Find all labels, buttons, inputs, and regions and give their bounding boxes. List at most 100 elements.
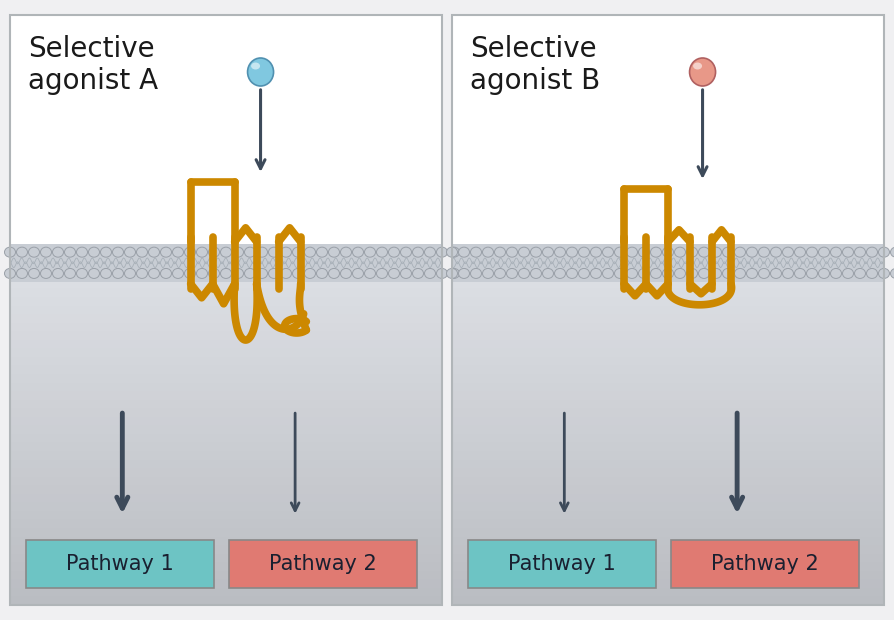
Ellipse shape <box>184 268 196 278</box>
Ellipse shape <box>470 268 482 278</box>
Bar <box>452 595 884 605</box>
Bar <box>452 476 884 485</box>
Ellipse shape <box>459 268 469 278</box>
Ellipse shape <box>638 268 650 278</box>
Ellipse shape <box>819 268 830 278</box>
Ellipse shape <box>698 247 710 257</box>
Ellipse shape <box>591 268 602 278</box>
Ellipse shape <box>436 247 448 257</box>
Ellipse shape <box>627 268 637 278</box>
Ellipse shape <box>530 268 542 278</box>
Bar <box>452 510 884 520</box>
Bar <box>452 390 884 400</box>
Ellipse shape <box>746 268 757 278</box>
Bar <box>452 502 884 511</box>
Ellipse shape <box>795 247 805 257</box>
Ellipse shape <box>281 268 291 278</box>
Bar <box>10 578 442 588</box>
Ellipse shape <box>137 247 148 257</box>
Bar <box>10 484 442 494</box>
Bar <box>452 441 884 451</box>
Ellipse shape <box>831 247 841 257</box>
Bar <box>10 279 442 288</box>
Ellipse shape <box>100 268 112 278</box>
Bar <box>452 587 884 596</box>
Bar <box>452 304 884 314</box>
Ellipse shape <box>376 268 387 278</box>
Ellipse shape <box>251 63 260 69</box>
Ellipse shape <box>758 247 770 257</box>
Ellipse shape <box>197 247 207 257</box>
FancyBboxPatch shape <box>26 540 214 588</box>
Bar <box>10 15 442 263</box>
Ellipse shape <box>711 247 721 257</box>
Ellipse shape <box>248 58 274 86</box>
Bar <box>452 518 884 528</box>
Bar <box>10 288 442 297</box>
Ellipse shape <box>77 247 88 257</box>
Ellipse shape <box>53 247 63 257</box>
Bar <box>10 502 442 511</box>
Ellipse shape <box>662 247 673 257</box>
Ellipse shape <box>627 247 637 257</box>
Ellipse shape <box>292 268 303 278</box>
Bar <box>10 347 442 357</box>
Bar <box>452 373 884 383</box>
Ellipse shape <box>890 247 894 257</box>
Bar <box>452 552 884 562</box>
Ellipse shape <box>483 247 493 257</box>
Ellipse shape <box>494 247 505 257</box>
Ellipse shape <box>40 268 52 278</box>
Ellipse shape <box>4 268 15 278</box>
Ellipse shape <box>687 268 697 278</box>
Bar <box>10 476 442 485</box>
Bar <box>452 347 884 357</box>
Ellipse shape <box>173 247 183 257</box>
Ellipse shape <box>268 268 280 278</box>
Ellipse shape <box>879 247 890 257</box>
Ellipse shape <box>507 247 518 257</box>
FancyBboxPatch shape <box>230 540 417 588</box>
Bar <box>10 459 442 468</box>
Ellipse shape <box>674 268 686 278</box>
Bar <box>10 270 442 280</box>
Ellipse shape <box>554 268 566 278</box>
Bar <box>10 424 442 434</box>
Ellipse shape <box>436 268 448 278</box>
Text: Pathway 2: Pathway 2 <box>269 554 377 574</box>
Bar <box>10 399 442 408</box>
Ellipse shape <box>855 268 865 278</box>
Ellipse shape <box>543 247 553 257</box>
Bar <box>452 450 884 459</box>
Ellipse shape <box>614 247 626 257</box>
Text: agonist A: agonist A <box>28 67 158 95</box>
Bar <box>452 561 884 571</box>
Bar <box>10 570 442 579</box>
Bar <box>10 416 442 425</box>
Bar <box>10 518 442 528</box>
Ellipse shape <box>173 268 183 278</box>
Bar <box>452 578 884 588</box>
Ellipse shape <box>530 247 542 257</box>
Ellipse shape <box>651 268 662 278</box>
Ellipse shape <box>519 268 529 278</box>
Ellipse shape <box>638 247 650 257</box>
Ellipse shape <box>806 247 817 257</box>
Bar <box>10 390 442 400</box>
Ellipse shape <box>89 247 99 257</box>
Text: Pathway 2: Pathway 2 <box>712 554 819 574</box>
Ellipse shape <box>425 247 435 257</box>
Bar <box>10 339 442 348</box>
Bar <box>10 493 442 502</box>
Bar <box>452 322 884 331</box>
Bar <box>10 356 442 365</box>
Ellipse shape <box>197 268 207 278</box>
Ellipse shape <box>328 268 340 278</box>
FancyBboxPatch shape <box>468 540 656 588</box>
Ellipse shape <box>890 268 894 278</box>
Ellipse shape <box>507 268 518 278</box>
Bar <box>452 270 884 280</box>
Bar <box>452 15 884 263</box>
Ellipse shape <box>819 247 830 257</box>
Ellipse shape <box>401 247 411 257</box>
